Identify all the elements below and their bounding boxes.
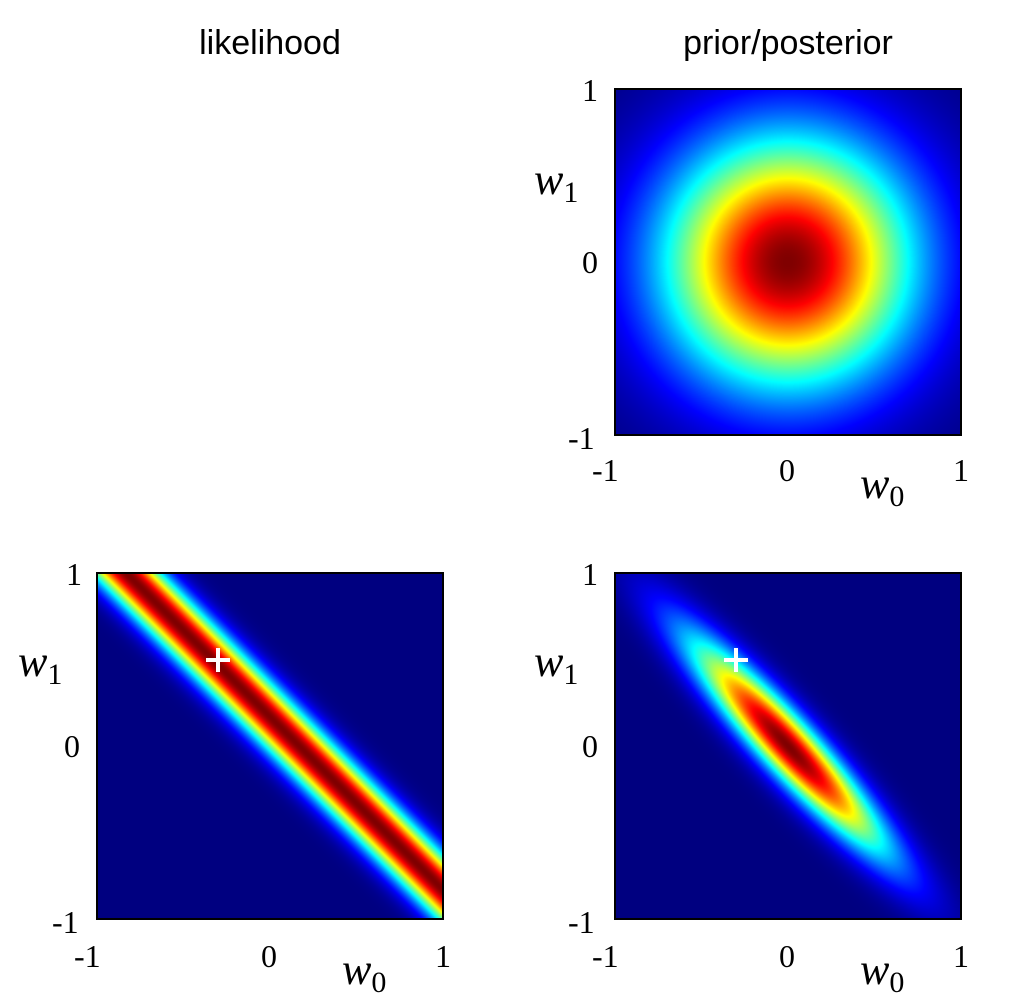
title-prior-posterior: prior/posterior — [683, 24, 893, 62]
posterior-xlabel: w0 — [860, 945, 905, 999]
posterior-xtick-left: -1 — [592, 938, 619, 974]
likelihood-ylabel: w1 — [18, 637, 63, 691]
posterior-marker — [724, 648, 749, 672]
likelihood-ytick-mid: 0 — [64, 728, 80, 764]
posterior-ytick-bottom: -1 — [568, 904, 595, 940]
prior-xtick-mid: 0 — [779, 452, 795, 488]
prior-ytick-bottom: -1 — [568, 420, 595, 456]
likelihood-panel — [96, 572, 444, 920]
posterior-ytick-top: 1 — [582, 556, 598, 592]
prior-heatmap — [616, 90, 960, 434]
likelihood-xtick-left: -1 — [74, 938, 101, 974]
likelihood-xtick-mid: 0 — [261, 938, 277, 974]
posterior-ytick-mid: 0 — [582, 728, 598, 764]
likelihood-xlabel: w0 — [342, 945, 387, 999]
prior-ytick-mid: 0 — [582, 244, 598, 280]
prior-panel — [614, 88, 962, 436]
prior-ylabel: w1 — [534, 155, 579, 209]
likelihood-heatmap — [98, 574, 442, 918]
posterior-panel — [614, 572, 962, 920]
posterior-heatmap — [616, 574, 960, 918]
title-likelihood: likelihood — [199, 24, 341, 62]
prior-xtick-left: -1 — [592, 452, 619, 488]
posterior-xtick-mid: 0 — [779, 938, 795, 974]
posterior-xtick-right: 1 — [953, 938, 969, 974]
likelihood-marker — [206, 648, 231, 672]
prior-xlabel: w0 — [860, 459, 905, 513]
posterior-ylabel: w1 — [534, 637, 579, 691]
likelihood-ytick-bottom: -1 — [52, 904, 79, 940]
prior-ytick-top: 1 — [582, 72, 598, 108]
likelihood-xtick-right: 1 — [435, 938, 451, 974]
likelihood-ytick-top: 1 — [66, 556, 82, 592]
prior-xtick-right: 1 — [953, 452, 969, 488]
